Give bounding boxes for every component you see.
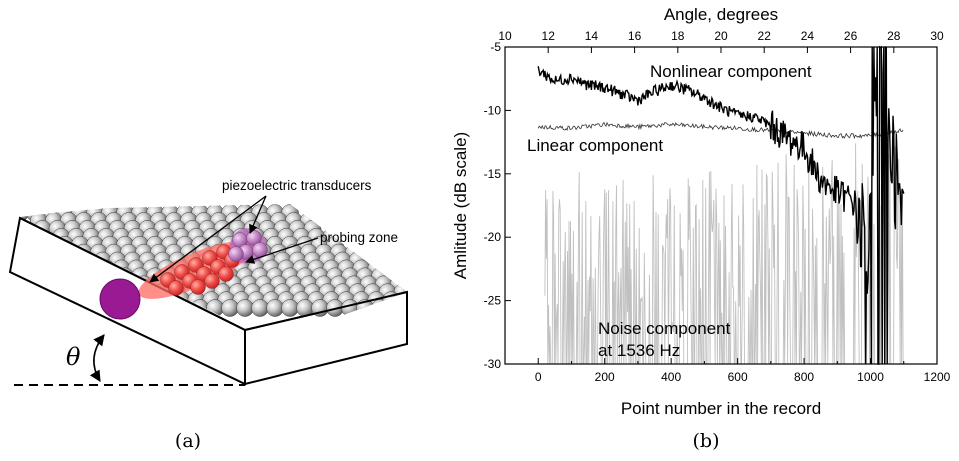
top-x-tick-label: 10 bbox=[498, 29, 512, 43]
x-tick-label: 800 bbox=[794, 370, 814, 384]
top-x-axis-title: Angle, degrees bbox=[664, 5, 778, 24]
label-linear: Linear component bbox=[527, 136, 663, 155]
probing-pointer bbox=[245, 237, 319, 264]
x-tick-label: 200 bbox=[595, 370, 615, 384]
series-linear-line bbox=[537, 121, 904, 140]
y-tick-label: -30 bbox=[484, 357, 502, 371]
top-x-tick-label: 22 bbox=[758, 29, 772, 43]
top-x-tick-label: 14 bbox=[585, 29, 599, 43]
y-tick-label: -25 bbox=[484, 294, 502, 308]
series-noise-line bbox=[544, 143, 904, 365]
probing-bead bbox=[190, 279, 206, 295]
probing-bead bbox=[218, 266, 234, 282]
caption-b: (b) bbox=[693, 430, 720, 452]
label-piezoelectric-transducers: piezoelectric transducers bbox=[222, 178, 372, 193]
tilt-angle-arc bbox=[89, 334, 105, 382]
box-top-edges bbox=[19, 217, 408, 332]
probing-bead bbox=[204, 273, 220, 289]
y-tick-label: -5 bbox=[490, 40, 501, 54]
transducer-pointer-1 bbox=[149, 195, 267, 283]
top-x-tick-label: 24 bbox=[801, 29, 815, 43]
x-tick-label: 1000 bbox=[857, 370, 884, 384]
label-noise: Noise component bbox=[598, 319, 731, 338]
top-x-tick-label: 20 bbox=[714, 29, 728, 43]
caption-a: (a) bbox=[175, 430, 201, 452]
x-tick-label: 600 bbox=[728, 370, 748, 384]
top-x-tick-label: 28 bbox=[887, 29, 901, 43]
x-tick-label: 0 bbox=[535, 370, 542, 384]
label-noise-frequency: at 1536 Hz bbox=[598, 341, 680, 360]
y-tick-label: -15 bbox=[484, 167, 502, 181]
label-probing-zone: probing zone bbox=[320, 230, 398, 245]
top-x-tick-label: 30 bbox=[930, 29, 944, 43]
y-tick-label: -10 bbox=[484, 103, 502, 117]
probing-bead bbox=[168, 280, 184, 296]
theta-symbol: θ bbox=[66, 343, 81, 371]
top-x-tick-label: 18 bbox=[671, 29, 685, 43]
transducer-pointer-2 bbox=[249, 195, 267, 234]
y-axis-title: Amlitude (dB scale) bbox=[451, 132, 470, 279]
probing-zone-beads bbox=[160, 244, 240, 296]
y-tick-label: -20 bbox=[484, 230, 502, 244]
top-x-tick-label: 12 bbox=[542, 29, 556, 43]
x-axis-title: Point number in the record bbox=[621, 399, 821, 418]
label-nonlinear: Nonlinear component bbox=[650, 62, 812, 81]
transducer-bead bbox=[228, 246, 244, 262]
x-tick-label: 1200 bbox=[924, 370, 951, 384]
x-tick-label: 400 bbox=[661, 370, 681, 384]
top-x-tick-label: 16 bbox=[628, 29, 642, 43]
transducer-front-purple bbox=[99, 278, 141, 320]
top-x-tick-label: 26 bbox=[844, 29, 858, 43]
series-nonlinear-line bbox=[537, 45, 905, 365]
